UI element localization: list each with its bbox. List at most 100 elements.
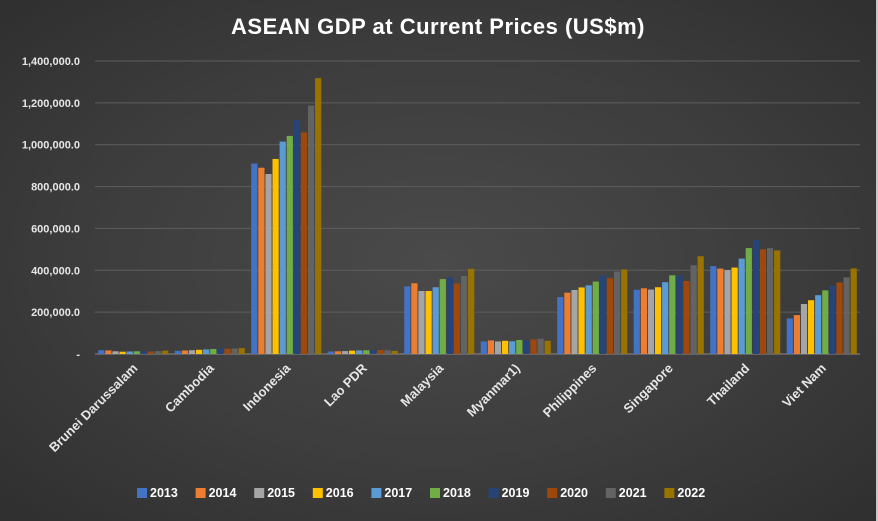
bar: Indonesia 2017: 1015000 xyxy=(279,141,286,354)
bar: Cambodia 2015: 18000 xyxy=(188,350,196,354)
bar: Cambodia 2018: 24000 xyxy=(210,348,217,354)
legend-swatch xyxy=(137,488,147,498)
bar: Singapore 2016: 319000 xyxy=(655,287,662,354)
bar: Thailand 2018: 506000 xyxy=(745,248,752,354)
bar: Lao PDR 2015: 14000 xyxy=(341,351,349,354)
bar: Philippines 2015: 306000 xyxy=(571,289,578,354)
y-tick-label: 800,000.0 xyxy=(31,182,80,194)
bar: Viet Nam 2015: 239000 xyxy=(800,303,808,354)
bar: Viet Nam 2013: 170000 xyxy=(786,318,793,354)
bar: Cambodia 2014: 17000 xyxy=(181,350,188,354)
bar: Philippines 2020: 362000 xyxy=(606,278,614,354)
bar: Thailand 2014: 408000 xyxy=(717,268,724,354)
legend-label: 2021 xyxy=(619,486,647,500)
bar: Brunei Darussalam 2021: 14000 xyxy=(155,351,162,354)
bar: Viet Nam 2014: 186000 xyxy=(793,315,800,354)
x-axis-tick-labels: Brunei Darussalam Cambodia Indonesia Lao PD… xyxy=(46,360,829,455)
legend-label: 2017 xyxy=(384,486,412,500)
x-tick-label: Cambodia xyxy=(162,360,218,416)
bar: Myanmar1) 2018: 67000 xyxy=(516,339,523,354)
legend-swatch xyxy=(430,488,440,498)
bar: Brunei Darussalam 2017: 12000 xyxy=(126,351,133,354)
legend-label: 2018 xyxy=(443,486,471,500)
bar: Malaysia 2013: 323000 xyxy=(404,286,411,354)
bar: Cambodia 2019: 27000 xyxy=(217,348,224,354)
bar: Singapore 2013: 307000 xyxy=(633,289,640,354)
x-tick-label: Thailand xyxy=(704,360,752,408)
legend-swatch xyxy=(664,488,675,498)
bar: Malaysia 2020: 337000 xyxy=(453,283,461,354)
bar: Thailand 2017: 456000 xyxy=(738,258,745,354)
bar: Viet Nam 2017: 281000 xyxy=(815,295,822,354)
bar: Myanmar1) 2021: 73000 xyxy=(537,338,544,354)
bar: Brunei Darussalam 2014: 17000 xyxy=(105,350,112,354)
legend: 2013 2014 2015 2016 2017 2018 2019 2020 2021 2022 xyxy=(137,486,705,500)
x-tick-label: Viet Nam xyxy=(779,361,829,411)
bar: Viet Nam 2022: 409000 xyxy=(850,268,857,354)
bar: Brunei Darussalam 2016: 11000 xyxy=(119,351,126,354)
bar: Myanmar1) 2017: 61000 xyxy=(509,341,516,354)
bar: Singapore 2015: 308000 xyxy=(647,289,655,354)
bar: Singapore 2022: 467000 xyxy=(697,256,704,354)
bar: Lao PDR 2019: 18000 xyxy=(370,350,377,354)
bar: Singapore 2018: 376000 xyxy=(669,275,676,354)
legend-swatch xyxy=(488,488,499,498)
bar: Viet Nam 2018: 304000 xyxy=(822,290,829,354)
legend-label: 2022 xyxy=(677,486,705,500)
bar: Brunei Darussalam 2019: 13000 xyxy=(140,351,147,354)
bar: Viet Nam 2020: 342000 xyxy=(836,282,843,354)
bar: Lao PDR 2021: 18000 xyxy=(384,350,391,354)
legend-label: 2019 xyxy=(502,486,530,500)
x-tick-label: Philippines xyxy=(540,361,600,421)
bar: Myanmar1) 2020: 70000 xyxy=(530,339,537,354)
bar: Philippines 2021: 394000 xyxy=(614,271,621,354)
x-tick-label: Malaysia xyxy=(397,360,446,409)
x-tick-label: Indonesia xyxy=(240,360,294,414)
legend-swatch xyxy=(371,488,382,498)
bar: Brunei Darussalam 2022: 16000 xyxy=(162,350,169,354)
bar: Malaysia 2019: 365000 xyxy=(446,277,453,354)
bar: Indonesia 2014: 890000 xyxy=(258,167,265,354)
bar: Philippines 2013: 272000 xyxy=(557,297,564,354)
bar: Malaysia 2014: 338000 xyxy=(411,283,418,354)
bar: Thailand 2021: 506000 xyxy=(767,248,774,354)
bar: Myanmar1) 2016: 63000 xyxy=(502,340,509,354)
bar: Myanmar1) 2014: 65000 xyxy=(487,340,494,354)
bar: Myanmar1) 2015: 60000 xyxy=(494,341,502,354)
x-tick-label: Lao PDR xyxy=(321,360,370,409)
bar: Cambodia 2016: 20000 xyxy=(196,349,203,354)
bar: Thailand 2015: 401000 xyxy=(724,270,731,354)
bar: Thailand 2016: 413000 xyxy=(731,267,738,354)
legend-label: 2016 xyxy=(326,486,354,500)
x-tick-label: Brunei Darussalam xyxy=(46,361,140,455)
bar: Lao PDR 2014: 13000 xyxy=(334,351,341,354)
y-tick-label: 1,200,000.0 xyxy=(22,98,80,110)
bar: Lao PDR 2018: 18000 xyxy=(363,350,370,354)
bar: Singapore 2019: 375000 xyxy=(676,275,683,354)
bar: Cambodia 2022: 28000 xyxy=(238,348,245,354)
y-tick-label: 200,000.0 xyxy=(31,307,80,319)
gridlines xyxy=(95,60,860,355)
bar: Myanmar1) 2013: 60000 xyxy=(480,341,487,354)
bar: Brunei Darussalam 2020: 12000 xyxy=(147,351,155,354)
bar: Philippines 2014: 293000 xyxy=(564,292,571,354)
bar: Philippines 2022: 404000 xyxy=(621,269,628,354)
bar: Viet Nam 2016: 257000 xyxy=(808,300,815,354)
bar: Cambodia 2020: 25000 xyxy=(224,348,231,354)
bar: Malaysia 2017: 319000 xyxy=(432,287,439,354)
bar: Thailand 2019: 544000 xyxy=(752,240,759,354)
bar: Brunei Darussalam 2015: 13000 xyxy=(112,351,119,354)
x-tick-label: Myanmar1) xyxy=(464,361,523,420)
legend-swatch xyxy=(312,488,323,498)
bar: Indonesia 2022: 1318000 xyxy=(315,78,322,354)
bar: Malaysia 2018: 358000 xyxy=(439,279,446,354)
y-tick-label: 1,000,000.0 xyxy=(22,140,80,152)
y-tick-label: 600,000.0 xyxy=(31,223,80,235)
bar: Philippines 2018: 346000 xyxy=(592,281,599,354)
y-tick-label: 1,400,000.0 xyxy=(22,56,80,68)
legend-label: 2020 xyxy=(560,486,588,500)
bar: Thailand 2022: 495000 xyxy=(774,250,781,354)
legend-label: 2015 xyxy=(267,486,295,500)
